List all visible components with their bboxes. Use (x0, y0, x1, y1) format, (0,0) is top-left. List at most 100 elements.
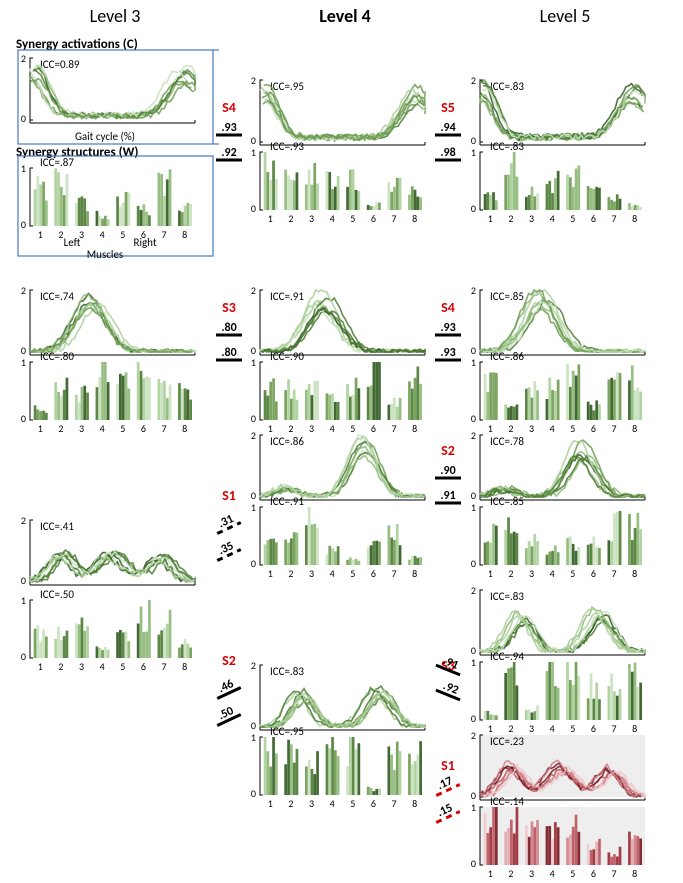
structure-bar (628, 514, 631, 565)
structure-bar (548, 552, 551, 565)
structure-bar (78, 624, 81, 658)
x-axis-label: Muscles (87, 248, 123, 261)
structure-bar (546, 184, 549, 210)
icc-label: ICC=.23 (490, 735, 524, 748)
svg-text:2: 2 (251, 74, 256, 87)
connection-value: .93 (440, 321, 455, 335)
structure-bar (484, 543, 487, 566)
icc-label: ICC=.94 (490, 650, 524, 663)
connection: .93 (435, 321, 461, 335)
structure-bar (181, 212, 184, 226)
svg-text:8: 8 (632, 422, 637, 435)
structure-bar (593, 410, 596, 420)
structure-bar (326, 555, 329, 565)
structure-bar (390, 755, 393, 795)
structure-bar (399, 545, 402, 565)
structure-bar (531, 546, 534, 565)
structure-bar (616, 194, 619, 210)
structure-bar (388, 182, 391, 210)
svg-text:1: 1 (268, 212, 273, 225)
structure-bar (516, 177, 519, 210)
structure-bar (290, 744, 293, 795)
activation-panel: 20ICC=.74 (21, 284, 195, 357)
activation-panel: 20ICC=.86 (251, 429, 425, 502)
structure-bar (569, 387, 572, 420)
connection-value: .31 (216, 512, 236, 531)
structure-bar (352, 737, 355, 795)
icc-label: ICC=.93 (270, 140, 304, 153)
structure-bar (355, 190, 358, 210)
structure-bar (590, 673, 593, 720)
svg-text:5: 5 (570, 212, 575, 225)
structure-bar (551, 551, 554, 565)
synergy-label: S4 (222, 99, 236, 116)
structure-bar (163, 196, 166, 226)
svg-text:8: 8 (412, 212, 417, 225)
structure-bar (575, 169, 578, 211)
structure-bar (637, 687, 640, 720)
svg-text:5: 5 (570, 422, 575, 435)
structure-bar (569, 177, 572, 210)
structure-bar (287, 379, 290, 420)
svg-text:5: 5 (350, 797, 355, 810)
structure-bar (487, 711, 490, 720)
structure-bar (637, 836, 640, 865)
structure-bar (264, 152, 267, 210)
structure-bar (334, 551, 337, 565)
figure-svg: Level 3Level 4Level 5Synergy activations… (0, 0, 683, 883)
svg-text:7: 7 (162, 660, 167, 673)
structure-bar (495, 715, 498, 720)
svg-text:1: 1 (268, 567, 273, 580)
structure-bar (628, 832, 631, 865)
structure-bar (96, 387, 99, 420)
connection: .90 (435, 464, 461, 478)
structure-bar (367, 205, 370, 210)
structure-bar (326, 744, 329, 795)
structure-bar (367, 547, 370, 565)
structure-bar (399, 398, 402, 420)
structure-bar (331, 548, 334, 565)
section-label: Synergy structures (W) (16, 145, 138, 160)
structure-bar (54, 168, 57, 226)
structure-bar (598, 188, 601, 210)
structure-bar (54, 382, 57, 420)
activation-panel: 20ICC=.78 (471, 429, 645, 502)
svg-text:2: 2 (58, 660, 63, 673)
icc-label: ICC=.50 (40, 588, 74, 601)
structure-bar (104, 647, 107, 658)
svg-text:3: 3 (309, 567, 314, 580)
structure-bar (184, 206, 187, 226)
svg-text:2: 2 (251, 284, 256, 297)
svg-text:0: 0 (251, 557, 256, 570)
structure-bar (269, 767, 272, 795)
structure-bar (378, 789, 381, 795)
structure-bar (566, 364, 569, 420)
svg-text:8: 8 (412, 422, 417, 435)
structure-bar (169, 169, 172, 226)
structure-bar (572, 544, 575, 565)
structure-bar (358, 388, 361, 420)
svg-text:2: 2 (471, 74, 476, 87)
structure-bar (107, 650, 110, 658)
structure-bar (128, 193, 131, 226)
connection: .93 (435, 346, 461, 360)
activation-curve (266, 298, 426, 352)
structure-bar (63, 195, 66, 226)
svg-text:7: 7 (612, 722, 617, 735)
structure-bar (528, 195, 531, 210)
svg-text:2: 2 (21, 284, 26, 297)
structure-bar (296, 400, 299, 420)
structure-bar (487, 192, 490, 210)
structure-bar (575, 376, 578, 421)
svg-text:3: 3 (529, 867, 534, 880)
svg-text:5: 5 (350, 567, 355, 580)
structure-bar (158, 173, 161, 226)
structure-bar (373, 541, 376, 565)
structure-bar (160, 383, 163, 420)
structure-bar (116, 632, 119, 658)
structure-bar (269, 180, 272, 211)
connection-value: .17 (435, 774, 455, 793)
structure-bar (396, 407, 399, 420)
svg-text:2: 2 (508, 212, 513, 225)
structure-bar (396, 742, 399, 795)
